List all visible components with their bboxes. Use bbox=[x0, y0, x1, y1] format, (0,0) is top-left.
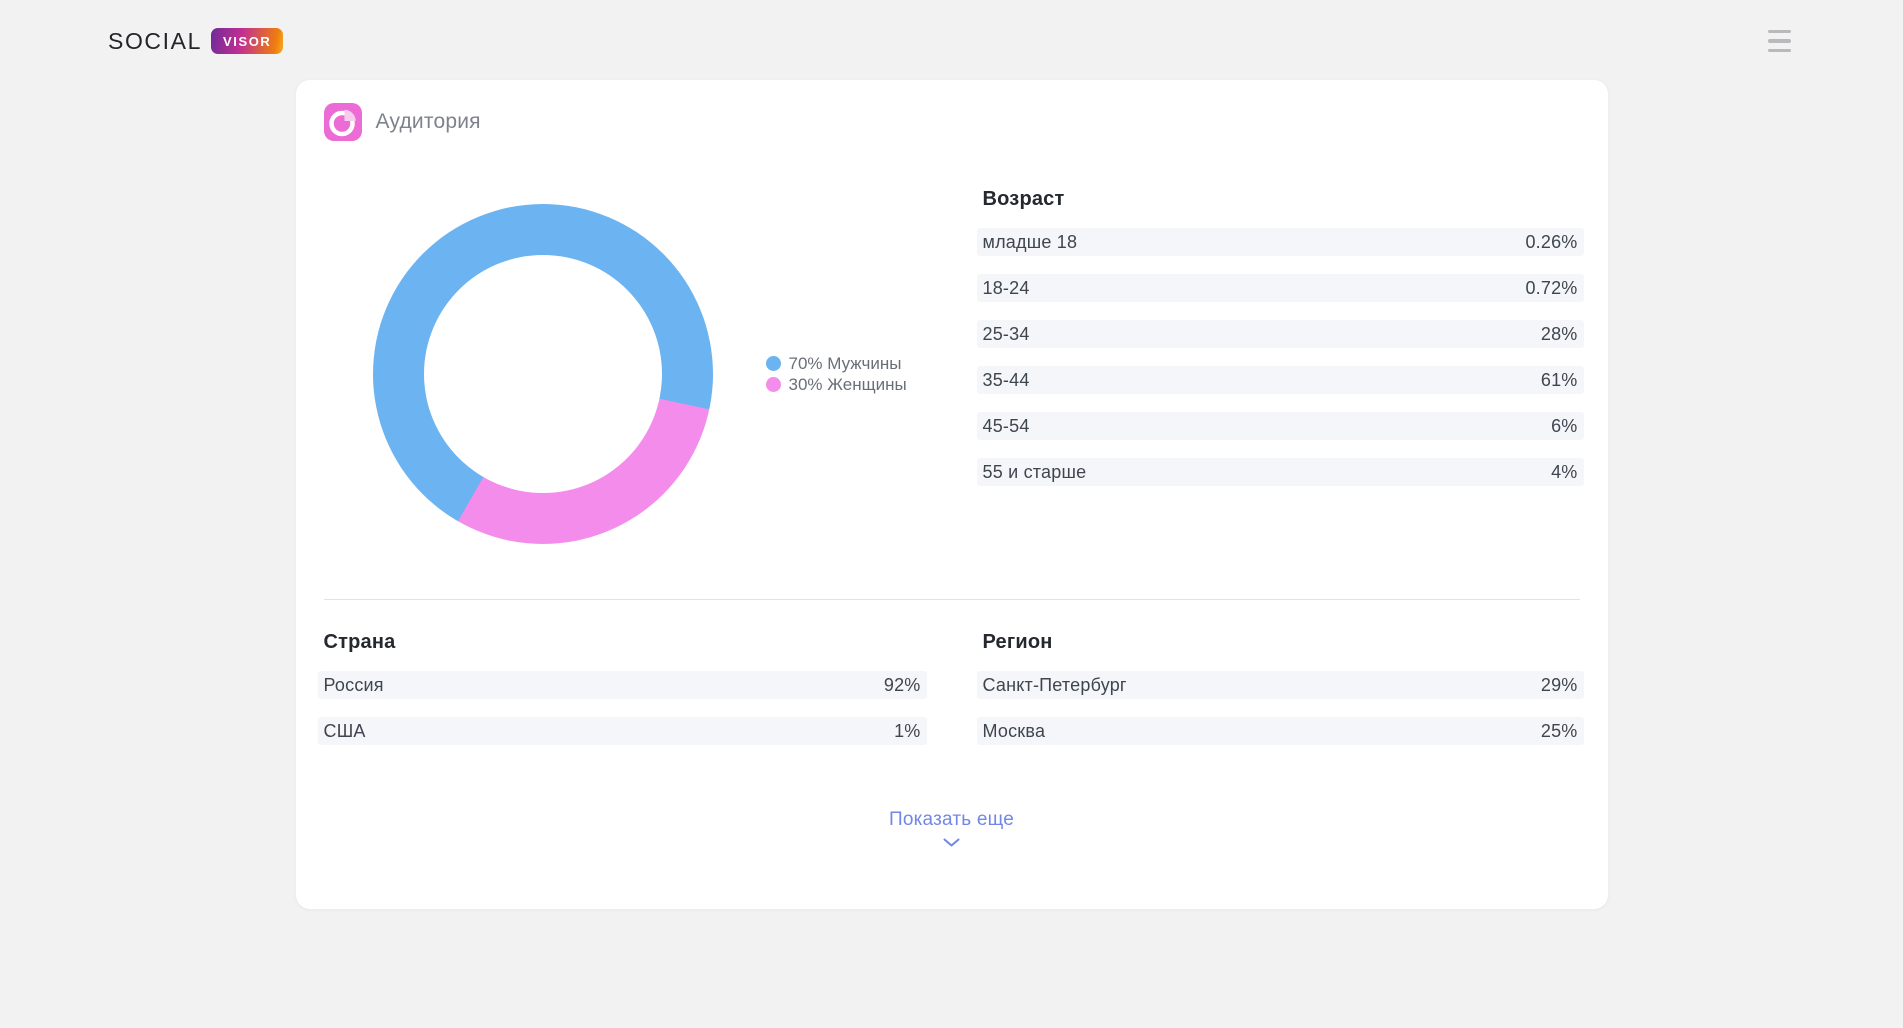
chevron-down-icon[interactable] bbox=[324, 838, 1580, 847]
region-title: Регион bbox=[982, 631, 1053, 653]
row-value: 0.26% bbox=[1525, 231, 1578, 252]
row-label: младше 18 bbox=[982, 231, 1078, 252]
table-row: 18-24 0.72% bbox=[976, 274, 1584, 302]
row-value: 6% bbox=[1551, 415, 1578, 436]
table-row: 55 и старше 4% bbox=[976, 458, 1584, 486]
legend-label-female: 30% Женщины bbox=[788, 375, 907, 394]
donut-hole bbox=[423, 255, 662, 493]
row-label: Россия bbox=[323, 674, 384, 695]
region-table: Санкт-Петербург 29% Москва 25% bbox=[976, 671, 1584, 745]
age-table: младше 18 0.26% 18-24 0.72% 25-34 28% bbox=[976, 228, 1584, 486]
hamburger-bar bbox=[1768, 48, 1791, 53]
show-more-button[interactable]: Показать еще bbox=[888, 809, 1014, 830]
gender-chart-block: 70% Мужчины 30% Женщины bbox=[372, 204, 921, 544]
brand-logo[interactable]: SOCIAL VISOR bbox=[108, 27, 284, 55]
row-value: 4% bbox=[1551, 461, 1578, 482]
bottom-section: Страна Россия 92% США 1% bbox=[317, 631, 1584, 745]
legend-item-male: 70% Мужчины bbox=[765, 353, 907, 374]
region-section: Регион Санкт-Петербург 29% Москва 25% bbox=[976, 631, 1584, 745]
row-value: 25% bbox=[1540, 720, 1578, 741]
show-more: Показать еще bbox=[324, 809, 1580, 847]
female-segment-dot-icon bbox=[765, 377, 781, 392]
hamburger-bar bbox=[1768, 29, 1791, 34]
row-value: 92% bbox=[883, 674, 921, 695]
row-label: Санкт-Петербург bbox=[982, 674, 1127, 695]
chart-legend: 70% Мужчины 30% Женщины bbox=[765, 353, 907, 395]
row-value: 61% bbox=[1540, 369, 1578, 390]
table-row: 25-34 28% bbox=[976, 320, 1584, 348]
age-title: Возраст bbox=[982, 188, 1065, 210]
page-title: Аудитория bbox=[375, 110, 481, 133]
row-label: 18-24 bbox=[982, 277, 1030, 298]
top-section: 70% Мужчины 30% Женщины Возраст младше 1… bbox=[324, 188, 1584, 544]
divider bbox=[323, 599, 1580, 600]
legend-item-female: 30% Женщины bbox=[765, 374, 907, 395]
row-label: США bbox=[323, 720, 366, 741]
table-row: 45-54 6% bbox=[976, 412, 1584, 440]
table-row: Москва 25% bbox=[976, 717, 1584, 745]
pie-chart-icon bbox=[323, 103, 362, 141]
male-segment-dot-icon bbox=[765, 356, 781, 371]
row-value: 28% bbox=[1540, 323, 1578, 344]
row-value: 29% bbox=[1540, 674, 1578, 695]
table-row: младше 18 0.26% bbox=[976, 228, 1584, 256]
hamburger-bar bbox=[1768, 39, 1791, 43]
age-section: Возраст младше 18 0.26% 18-24 0.72% bbox=[976, 188, 1584, 544]
audience-card: Аудитория 70% Мужчины 30% Женщины bbox=[295, 80, 1608, 909]
row-value: 1% bbox=[894, 720, 921, 741]
row-value: 0.72% bbox=[1525, 277, 1578, 298]
table-row: Россия 92% bbox=[317, 671, 927, 699]
country-title: Страна bbox=[323, 631, 396, 653]
country-section: Страна Россия 92% США 1% bbox=[317, 631, 927, 745]
brand-badge: VISOR bbox=[210, 28, 284, 54]
card-header: Аудитория bbox=[323, 103, 1580, 141]
country-table: Россия 92% США 1% bbox=[317, 671, 927, 745]
table-row: США 1% bbox=[317, 717, 927, 745]
row-label: 45-54 bbox=[982, 415, 1030, 436]
row-label: Москва bbox=[982, 720, 1046, 741]
row-label: 55 и старше bbox=[982, 461, 1087, 482]
row-label: 35-44 bbox=[982, 369, 1030, 390]
top-bar: SOCIAL VISOR bbox=[0, 0, 1903, 58]
legend-label-male: 70% Мужчины bbox=[788, 354, 902, 373]
brand-name: SOCIAL bbox=[108, 27, 202, 54]
table-row: Санкт-Петербург 29% bbox=[976, 671, 1584, 699]
gender-donut-chart bbox=[372, 204, 713, 544]
table-row: 35-44 61% bbox=[976, 366, 1584, 394]
row-label: 25-34 bbox=[982, 323, 1030, 344]
hamburger-menu-icon[interactable] bbox=[1768, 28, 1791, 55]
